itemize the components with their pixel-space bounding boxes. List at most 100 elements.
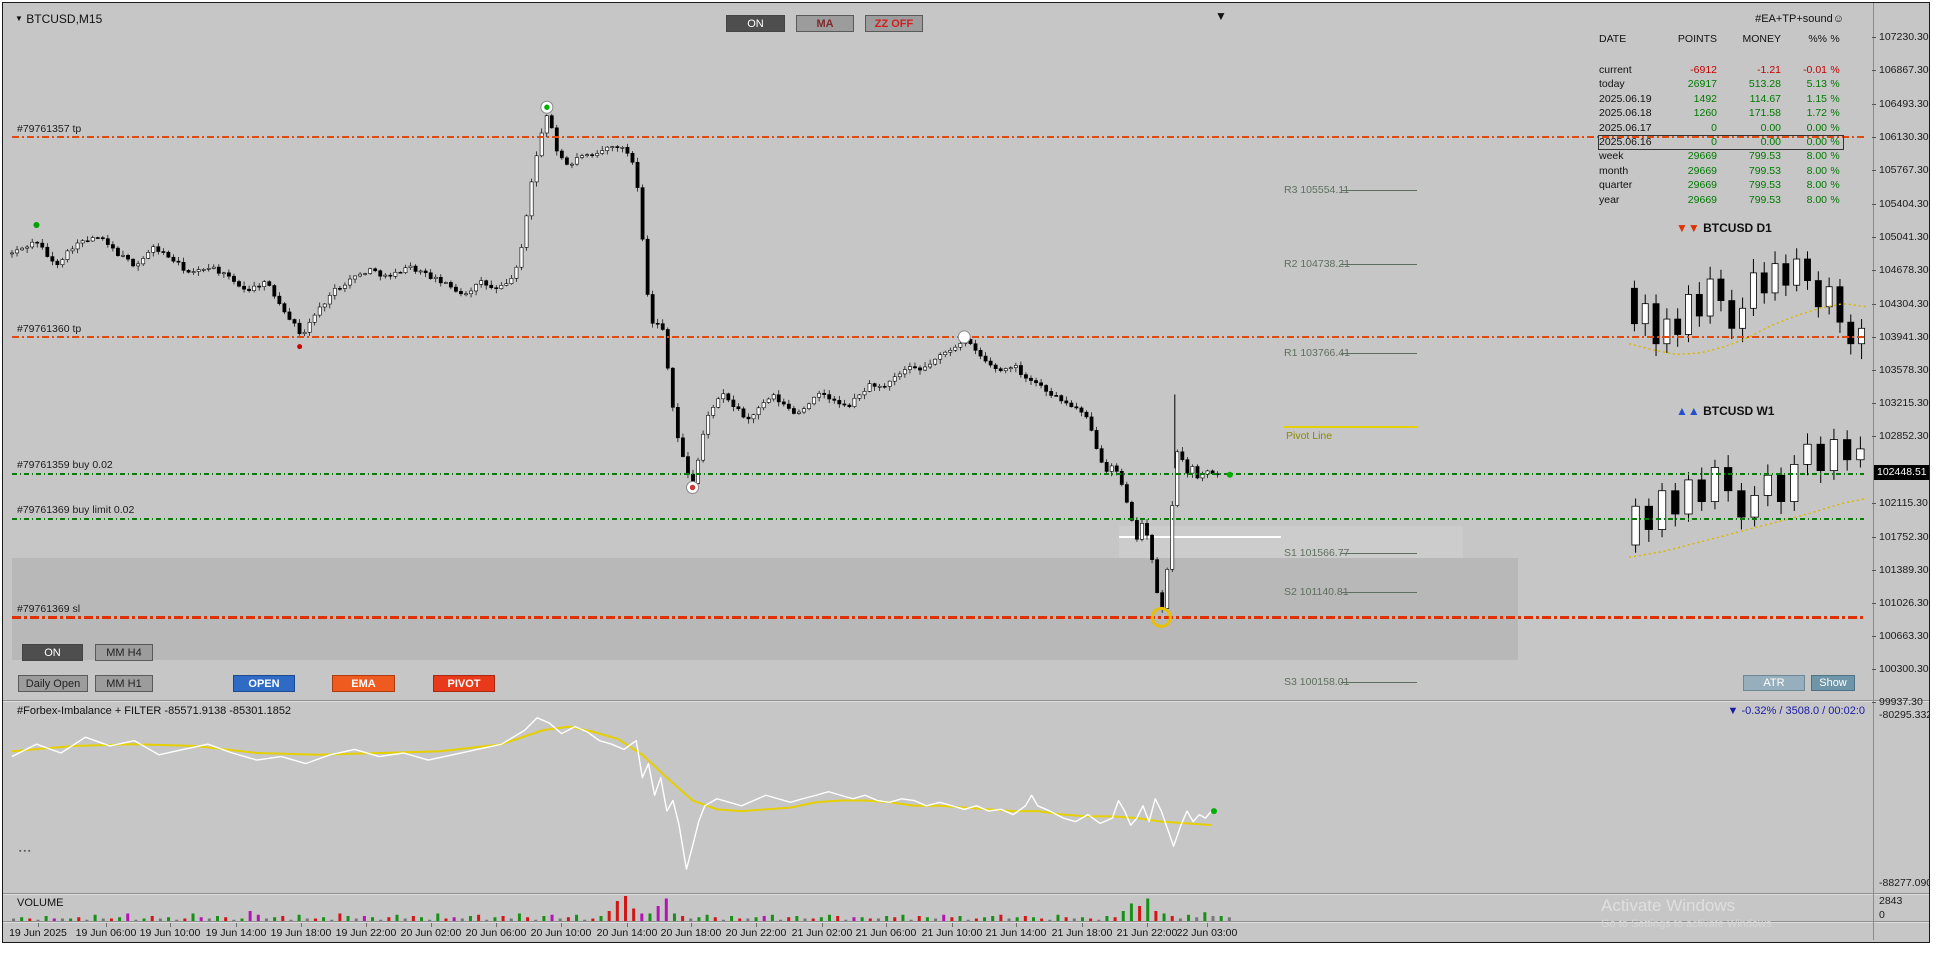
price-axis-tick (1872, 536, 1876, 538)
price-level-line-buy (12, 473, 1864, 476)
price-axis-label: 104678.30 (1879, 263, 1929, 276)
order-line-label: #79761357 tp (17, 123, 82, 136)
chart-shift-marker-icon: ▼ (1215, 9, 1227, 23)
time-axis-tick (627, 923, 628, 927)
price-axis-divider (1873, 3, 1874, 940)
price-axis-tick (1872, 303, 1876, 305)
time-axis-tick (1082, 923, 1083, 927)
pivot-level-label: S3 100158.01 (1284, 675, 1350, 688)
mm-h4-button[interactable]: MM H4 (95, 644, 153, 661)
current-price-box: 102448.51 (1874, 465, 1929, 481)
atr-button[interactable]: ATR (1743, 675, 1805, 691)
time-axis-label: 21 Jun 14:00 (985, 927, 1047, 939)
price-axis-tick (1872, 370, 1876, 371)
price-axis-tick (1872, 635, 1876, 637)
time-axis-tick (822, 923, 823, 927)
main-chart-canvas[interactable] (3, 3, 1872, 702)
time-axis-label: 19 Jun 14:00 (205, 927, 267, 939)
time-axis-label: 19 Jun 2025 (9, 927, 67, 939)
price-axis-tick (1872, 70, 1876, 72)
time-axis-label: 21 Jun 10:00 (921, 927, 983, 939)
pivot-level-line (1341, 681, 1417, 683)
volume-timeaxis-separator (3, 921, 1929, 924)
price-axis-tick (1872, 702, 1876, 703)
stats-row-quarter: quarter 29669 799.53 8.00% (1599, 179, 1840, 192)
volume-axis-zero-label: 0 (1879, 909, 1885, 921)
time-axis-label: 20 Jun 06:00 (465, 927, 527, 939)
volume-bars-canvas (12, 896, 1231, 921)
price-axis-label: 106867.30 (1879, 64, 1929, 77)
time-axis-tick (952, 923, 953, 927)
price-axis: -80295.3328 -88277.0900 2843 0 107230.30… (1872, 3, 1929, 942)
mini-d1-title: ▼▼ BTCUSD D1 (1676, 221, 1772, 235)
daily-open-button[interactable]: Daily Open (18, 675, 88, 692)
time-axis-label: 20 Jun 02:00 (400, 927, 462, 939)
show-button[interactable]: Show (1811, 675, 1855, 691)
stats-row-today: today 26917 513.28 5.13% (1599, 78, 1840, 91)
imbalance-level-line (1119, 536, 1281, 538)
price-axis-label: 100300.30 (1879, 662, 1929, 675)
price-axis-tick (1872, 436, 1876, 438)
imbalance-zone-rectangle (1119, 526, 1463, 558)
d1-down-arrows-icon: ▼▼ (1676, 221, 1700, 235)
open-button[interactable]: OPEN (233, 675, 295, 692)
time-axis-tick (170, 923, 171, 927)
price-axis-tick (1872, 336, 1876, 338)
collapse-icon: ▼ (15, 14, 23, 23)
time-axis-tick (886, 923, 887, 927)
order-line-label: #79761359 buy 0.02 (17, 459, 113, 472)
mini-chart-d1[interactable] (1629, 239, 1867, 393)
pivot-line-level (1284, 425, 1417, 428)
price-axis-tick (1872, 569, 1876, 571)
toggle-on-button[interactable]: ON (726, 15, 785, 32)
pivot-button[interactable]: PIVOT (433, 675, 495, 692)
volume-axis-top-label: 2843 (1879, 895, 1903, 907)
stats-row-2025.06.19: 2025.06.19 1492 114.67 1.15% (1599, 92, 1840, 105)
mini-w1-title: ▲▲ BTCUSD W1 (1676, 404, 1774, 418)
time-axis-tick (1016, 923, 1017, 927)
time-axis-tick (1207, 923, 1208, 927)
price-axis-tick (1872, 269, 1876, 271)
time-axis-tick (38, 923, 39, 927)
time-axis-label: 19 Jun 10:00 (139, 927, 201, 939)
stats-header-row: DATE POINTS MONEY%%% (1599, 33, 1840, 45)
time-axis-label: 20 Jun 10:00 (530, 927, 592, 939)
toggle-zigzag-button[interactable]: ZZ OFF (865, 15, 923, 32)
toggle-ma-button[interactable]: MA (796, 15, 854, 32)
price-axis-label: 102115.30 (1879, 497, 1928, 510)
mm-h1-button[interactable]: MM H1 (95, 675, 153, 692)
ema-button[interactable]: EMA (332, 675, 395, 692)
bottom-on-button[interactable]: ON (22, 644, 83, 661)
price-axis-tick (1872, 503, 1876, 505)
price-axis-label: 101752.30 (1879, 530, 1929, 543)
pivot-level-line (1341, 592, 1417, 594)
pivot-level-label: R3 105554.11 (1284, 183, 1350, 196)
volume-title-label: VOLUME (17, 897, 64, 909)
price-axis-label: 103578.30 (1879, 364, 1929, 376)
indicator-volume-separator[interactable] (3, 893, 1929, 896)
pivot-level-label: S1 101566.77 (1284, 547, 1350, 560)
time-axis-label: 21 Jun 06:00 (855, 927, 917, 939)
pivot-level-label: R1 103766.41 (1284, 346, 1350, 359)
price-axis-label: 102852.30 (1879, 430, 1929, 443)
time-axis-tick (236, 923, 237, 927)
time-axis-tick (1147, 923, 1148, 927)
price-axis-label: 106130.30 (1879, 131, 1929, 144)
mini-chart-w1[interactable] (1629, 421, 1867, 576)
chart-indicator-separator[interactable] (3, 700, 1929, 703)
price-axis-label: 107230.30 (1879, 31, 1929, 43)
price-axis-label: 106493.30 (1879, 98, 1929, 111)
price-level-line-buy (12, 518, 1864, 521)
indicator-left-marks: ▪▪▪ (19, 848, 33, 855)
price-axis-label: 101026.30 (1879, 596, 1929, 609)
price-axis-tick (1872, 403, 1876, 405)
pivot-level-label: S2 101140.81 (1284, 586, 1349, 599)
order-line-label: #79761369 buy limit 0.02 (17, 504, 135, 517)
indicator-axis-bottom-label: -88277.0900 (1879, 877, 1929, 889)
d1-title-text: BTCUSD D1 (1703, 221, 1772, 235)
time-axis-label: 21 Jun 02:00 (791, 927, 853, 939)
stats-row-week: week 29669 799.53 8.00% (1599, 150, 1840, 163)
time-axis-tick (756, 923, 757, 927)
imbalance-indicator-canvas[interactable] (3, 703, 1872, 893)
